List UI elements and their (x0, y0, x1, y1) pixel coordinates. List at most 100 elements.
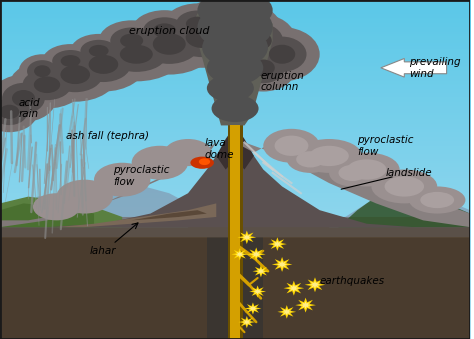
Ellipse shape (246, 31, 272, 50)
Ellipse shape (191, 157, 214, 169)
Ellipse shape (198, 3, 273, 51)
Polygon shape (277, 305, 296, 319)
Ellipse shape (219, 20, 252, 41)
Polygon shape (253, 265, 269, 277)
Ellipse shape (334, 153, 400, 186)
Ellipse shape (201, 4, 250, 30)
Polygon shape (216, 125, 254, 170)
Polygon shape (253, 288, 262, 295)
Ellipse shape (106, 37, 167, 72)
Polygon shape (235, 129, 470, 227)
Ellipse shape (89, 27, 183, 81)
Ellipse shape (202, 27, 268, 68)
Ellipse shape (2, 83, 45, 114)
Ellipse shape (0, 75, 56, 122)
Ellipse shape (420, 192, 454, 208)
Text: eruption
column: eruption column (261, 71, 305, 92)
Ellipse shape (296, 151, 324, 167)
Ellipse shape (188, 0, 263, 37)
Ellipse shape (269, 45, 295, 64)
Ellipse shape (153, 23, 176, 38)
Ellipse shape (164, 3, 230, 44)
Ellipse shape (89, 45, 109, 57)
Text: ash fall (tephra): ash fall (tephra) (66, 131, 149, 141)
Ellipse shape (204, 11, 265, 50)
Polygon shape (247, 247, 265, 261)
Ellipse shape (33, 47, 118, 102)
Text: lava
dome: lava dome (204, 138, 234, 160)
Ellipse shape (198, 0, 273, 31)
Ellipse shape (207, 75, 254, 102)
Polygon shape (237, 231, 256, 244)
Ellipse shape (258, 37, 307, 72)
Ellipse shape (60, 65, 90, 84)
Ellipse shape (155, 7, 249, 68)
Ellipse shape (0, 105, 19, 119)
Polygon shape (300, 301, 311, 309)
Ellipse shape (56, 180, 113, 214)
Text: lahar: lahar (89, 246, 116, 256)
Polygon shape (329, 190, 470, 227)
Polygon shape (256, 268, 265, 275)
Ellipse shape (310, 146, 349, 166)
Polygon shape (282, 308, 292, 316)
Text: prevailing
wind: prevailing wind (409, 57, 461, 79)
Ellipse shape (61, 37, 146, 92)
Ellipse shape (12, 90, 35, 106)
Polygon shape (272, 257, 292, 272)
Text: acid
rain: acid rain (19, 98, 40, 119)
Polygon shape (230, 125, 240, 339)
Ellipse shape (188, 0, 282, 61)
Polygon shape (305, 277, 325, 292)
Polygon shape (0, 237, 470, 339)
Polygon shape (310, 281, 321, 289)
Polygon shape (0, 129, 235, 227)
Polygon shape (94, 210, 207, 224)
Ellipse shape (230, 44, 296, 92)
Ellipse shape (94, 163, 150, 197)
Ellipse shape (274, 136, 309, 156)
Polygon shape (231, 248, 248, 260)
Ellipse shape (132, 146, 188, 180)
Ellipse shape (211, 95, 259, 122)
Ellipse shape (234, 23, 283, 58)
Polygon shape (0, 203, 94, 227)
Ellipse shape (263, 129, 319, 163)
Ellipse shape (48, 57, 103, 92)
Polygon shape (242, 319, 252, 325)
Polygon shape (242, 234, 252, 241)
Ellipse shape (245, 27, 319, 81)
Ellipse shape (176, 11, 219, 37)
Text: pyroclastic
flow: pyroclastic flow (113, 165, 169, 187)
Polygon shape (245, 302, 261, 315)
Polygon shape (0, 183, 188, 227)
Ellipse shape (52, 50, 89, 72)
Polygon shape (288, 284, 300, 292)
Ellipse shape (120, 45, 153, 64)
Polygon shape (248, 305, 257, 312)
Text: earthquakes: earthquakes (319, 276, 385, 286)
Ellipse shape (34, 65, 51, 77)
Ellipse shape (61, 55, 81, 67)
Ellipse shape (99, 20, 164, 61)
Polygon shape (338, 190, 470, 227)
Ellipse shape (110, 27, 153, 54)
Polygon shape (235, 251, 245, 258)
Polygon shape (272, 240, 283, 248)
Polygon shape (207, 210, 263, 339)
Ellipse shape (89, 55, 118, 74)
Polygon shape (295, 298, 316, 313)
FancyArrow shape (381, 59, 447, 77)
Ellipse shape (76, 47, 131, 82)
Polygon shape (0, 203, 216, 227)
Polygon shape (228, 125, 243, 339)
Ellipse shape (347, 159, 386, 180)
Ellipse shape (23, 69, 72, 100)
Polygon shape (193, 0, 273, 125)
Ellipse shape (199, 158, 210, 165)
Ellipse shape (33, 193, 80, 220)
Ellipse shape (172, 18, 233, 57)
Text: pyroclastic
flow: pyroclastic flow (357, 135, 414, 157)
Ellipse shape (122, 14, 216, 75)
Polygon shape (238, 316, 255, 328)
